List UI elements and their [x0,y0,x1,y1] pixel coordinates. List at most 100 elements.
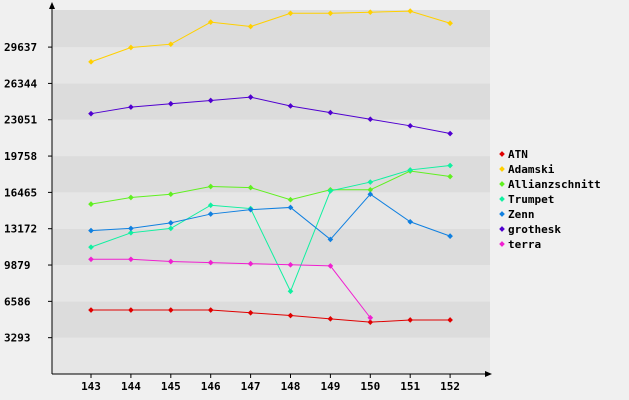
x-tick-label: 145 [161,380,181,393]
y-tick-label: 29637 [4,41,37,54]
y-tick-label: 23051 [4,114,37,127]
x-tick-label: 150 [360,380,380,393]
data-point [247,184,254,191]
legend-label: grothesk [508,223,561,236]
data-point [447,130,453,137]
data-point [207,307,214,313]
data-point [167,191,174,198]
data-point [247,23,254,30]
y-tick-label: 9879 [4,259,31,272]
data-point [167,258,174,265]
data-point [327,188,334,194]
series-line [90,193,451,241]
legend-label: Trumpet [508,193,554,206]
legend-label: terra [508,238,541,251]
data-point [407,122,414,129]
grid-band [52,156,490,193]
data-point [327,263,334,269]
grid-band [52,265,490,302]
data-point [128,256,134,263]
data-point [88,227,94,234]
data-point [207,183,214,190]
data-point [447,233,453,239]
legend-marker [499,226,505,232]
series-trumpet [88,162,453,295]
grid-band [52,192,490,229]
data-point [88,244,94,250]
legend-label: Allianzschnitt [508,178,601,191]
legend-marker [499,166,505,172]
grid-band [52,10,490,48]
data-point [88,201,94,207]
data-point [128,194,134,201]
x-tick-label: 148 [281,380,301,393]
data-point [247,94,254,100]
data-point [167,220,174,226]
data-point [287,312,294,319]
series-line [90,10,451,63]
legend-label: ATN [508,148,528,161]
data-point [247,260,254,267]
data-point [247,309,254,316]
y-tick-label: 26344 [4,77,37,90]
data-point [367,319,374,325]
data-point [407,218,414,225]
data-point [447,317,453,323]
x-tick-label: 144 [121,380,141,393]
series-allianzschnitt [88,168,453,207]
x-axis-arrow [485,371,492,377]
data-point [167,307,174,313]
legend-marker [499,241,505,247]
x-tick-label: 147 [241,380,261,393]
legend-marker [499,196,505,202]
data-point [447,162,453,169]
data-point [128,225,134,232]
legend-marker [499,151,505,157]
data-point [88,256,94,263]
data-point [367,191,374,198]
y-tick-label: 13172 [4,223,37,236]
data-point [207,259,214,266]
series-line [91,309,451,323]
data-point [367,116,374,123]
series-atn [88,307,453,325]
series-terra [88,256,374,321]
data-point [327,316,334,322]
series-lines [88,8,453,325]
series-line [91,258,371,319]
data-point [407,317,414,323]
y-axis-ticks: 3293 6586 9879 13172 16465 19758 23051 26344 296… [4,41,52,345]
data-point [287,196,294,203]
x-tick-label: 151 [400,380,420,393]
data-point [287,204,294,211]
data-point [128,229,134,236]
legend-label: Adamski [508,163,555,176]
series-grothesk [88,94,453,137]
data-point [247,206,254,213]
data-point [207,19,214,25]
y-tick-label: 16465 [4,186,37,199]
legend: ATN Adamski Allianzschnitt Trumpet Zenn groth… [499,148,601,251]
data-point [287,288,294,295]
y-tick-label: 6586 [4,295,31,308]
data-point [367,314,374,321]
y-axis-arrow [49,2,55,9]
data-point [407,167,414,173]
data-point [327,236,334,243]
data-point [88,110,94,117]
grid-band [52,337,490,374]
x-tick-label: 149 [320,380,340,393]
grid-band [52,47,490,84]
data-point [88,307,94,313]
data-point [367,186,374,193]
series-line [90,96,451,135]
data-point [128,307,134,313]
data-point [447,173,453,180]
x-tick-label: 152 [440,380,460,393]
legend-marker [499,181,505,187]
data-point [207,97,214,104]
y-tick-label: 19758 [4,150,37,163]
data-point [447,20,453,27]
data-point [167,100,174,107]
legend-marker [499,211,505,217]
